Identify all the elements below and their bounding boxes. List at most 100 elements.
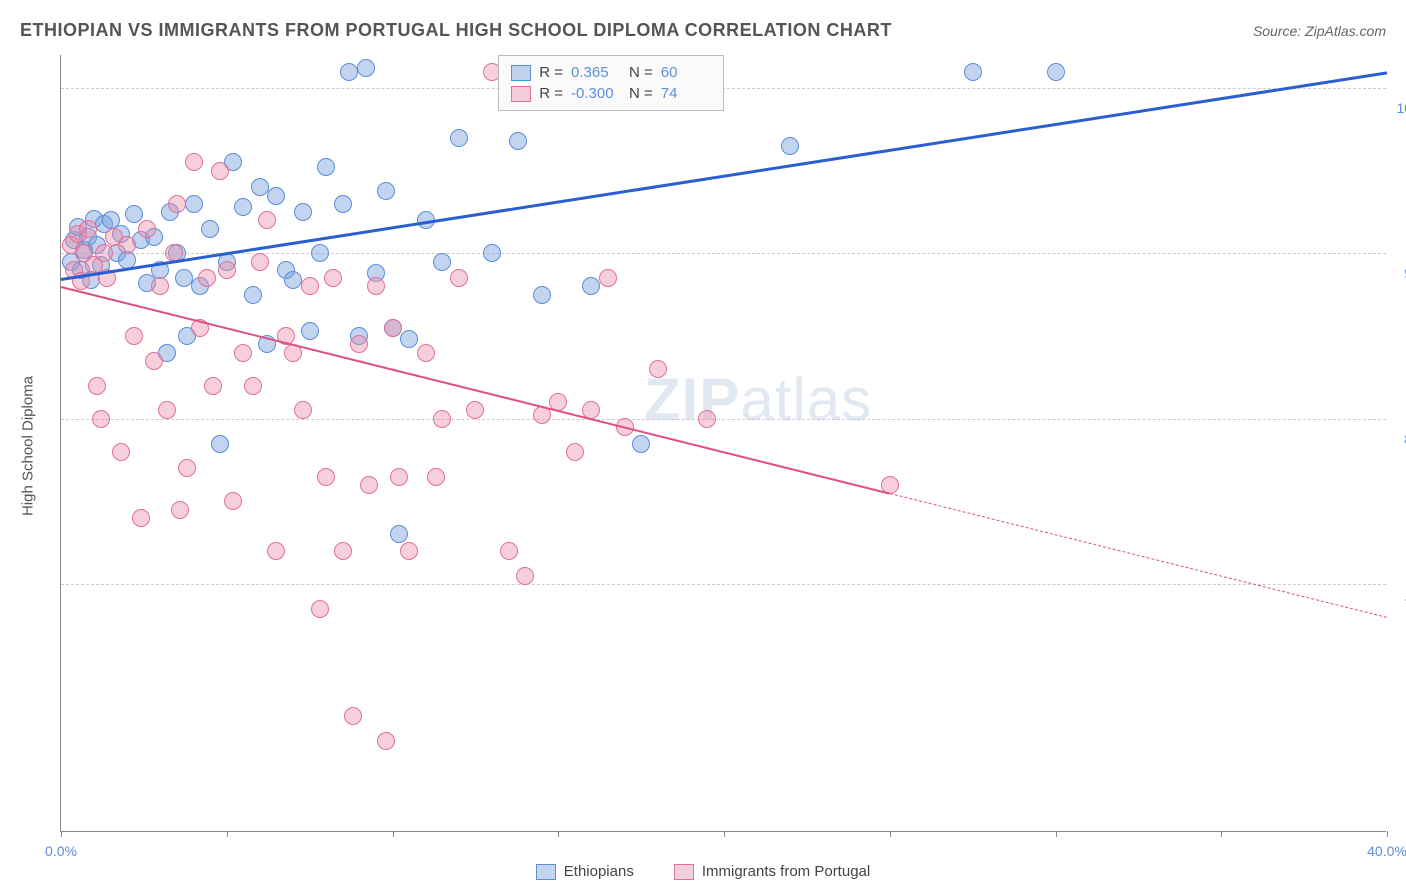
- legend-swatch: [536, 864, 556, 880]
- data-point: [185, 153, 203, 171]
- data-point: [344, 707, 362, 725]
- r-value: 0.365: [571, 64, 621, 81]
- x-tick: [1387, 831, 1388, 837]
- data-point: [334, 542, 352, 560]
- data-point: [294, 203, 312, 221]
- data-point: [582, 277, 600, 295]
- n-value: 74: [661, 85, 711, 102]
- data-point: [566, 443, 584, 461]
- y-axis-label: High School Diploma: [20, 376, 37, 516]
- data-point: [427, 468, 445, 486]
- data-point: [311, 244, 329, 262]
- data-point: [171, 501, 189, 519]
- legend-row: R =-0.300N =74: [511, 83, 711, 104]
- data-point: [251, 253, 269, 271]
- data-point: [509, 132, 527, 150]
- data-point: [112, 443, 130, 461]
- data-point: [367, 277, 385, 295]
- data-point: [360, 476, 378, 494]
- data-point: [400, 330, 418, 348]
- data-point: [433, 253, 451, 271]
- n-label: N =: [629, 64, 653, 81]
- data-point: [357, 59, 375, 77]
- x-tick: [890, 831, 891, 837]
- data-point: [400, 542, 418, 560]
- data-point: [301, 277, 319, 295]
- data-point: [390, 525, 408, 543]
- data-point: [211, 162, 229, 180]
- r-label: R =: [539, 85, 563, 102]
- data-point: [294, 401, 312, 419]
- data-point: [118, 236, 136, 254]
- data-point: [125, 327, 143, 345]
- x-tick: [61, 831, 62, 837]
- x-tick-label: 0.0%: [45, 843, 77, 859]
- r-label: R =: [539, 64, 563, 81]
- y-tick-label: 70.0%: [1394, 596, 1406, 612]
- data-point: [390, 468, 408, 486]
- x-tick: [393, 831, 394, 837]
- data-point: [95, 244, 113, 262]
- trend-line: [61, 72, 1387, 282]
- data-point: [251, 178, 269, 196]
- data-point: [649, 360, 667, 378]
- data-point: [1047, 63, 1065, 81]
- data-point: [267, 542, 285, 560]
- data-point: [350, 335, 368, 353]
- data-point: [433, 410, 451, 428]
- data-point: [317, 158, 335, 176]
- data-point: [175, 269, 193, 287]
- data-point: [244, 377, 262, 395]
- gridline: [61, 584, 1386, 585]
- n-value: 60: [661, 64, 711, 81]
- data-point: [145, 352, 163, 370]
- data-point: [244, 286, 262, 304]
- n-label: N =: [629, 85, 653, 102]
- data-point: [284, 271, 302, 289]
- x-tick: [724, 831, 725, 837]
- data-point: [234, 198, 252, 216]
- legend-label: Immigrants from Portugal: [702, 863, 870, 880]
- data-point: [599, 269, 617, 287]
- data-point: [138, 220, 156, 238]
- data-point: [377, 732, 395, 750]
- data-point: [258, 211, 276, 229]
- data-point: [450, 129, 468, 147]
- data-point: [201, 220, 219, 238]
- data-point: [211, 435, 229, 453]
- trend-line: [890, 493, 1387, 618]
- legend-item: Immigrants from Portugal: [674, 863, 870, 880]
- legend-row: R = 0.365 N = 60: [511, 62, 711, 83]
- y-tick-label: 100.0%: [1394, 100, 1406, 116]
- legend-label: Ethiopians: [564, 863, 634, 880]
- legend-swatch: [674, 864, 694, 880]
- source-credit: Source: ZipAtlas.com: [1253, 23, 1386, 39]
- y-tick-label: 80.0%: [1394, 431, 1406, 447]
- legend-swatch: [511, 65, 531, 81]
- data-point: [311, 600, 329, 618]
- data-point: [334, 195, 352, 213]
- data-point: [88, 377, 106, 395]
- data-point: [151, 277, 169, 295]
- data-point: [781, 137, 799, 155]
- watermark: ZIPatlas: [644, 365, 872, 434]
- data-point: [377, 182, 395, 200]
- data-point: [698, 410, 716, 428]
- x-tick: [1056, 831, 1057, 837]
- data-point: [466, 401, 484, 419]
- data-point: [340, 63, 358, 81]
- series-legend: Ethiopians Immigrants from Portugal: [0, 863, 1406, 880]
- data-point: [450, 269, 468, 287]
- data-point: [632, 435, 650, 453]
- data-point: [384, 319, 402, 337]
- chart-title: ETHIOPIAN VS IMMIGRANTS FROM PORTUGAL HI…: [20, 20, 892, 41]
- data-point: [234, 344, 252, 362]
- x-tick: [227, 831, 228, 837]
- y-tick-label: 90.0%: [1394, 265, 1406, 281]
- data-point: [500, 542, 518, 560]
- x-tick-label: 40.0%: [1367, 843, 1406, 859]
- data-point: [185, 195, 203, 213]
- x-tick: [558, 831, 559, 837]
- data-point: [79, 220, 97, 238]
- data-point: [132, 509, 150, 527]
